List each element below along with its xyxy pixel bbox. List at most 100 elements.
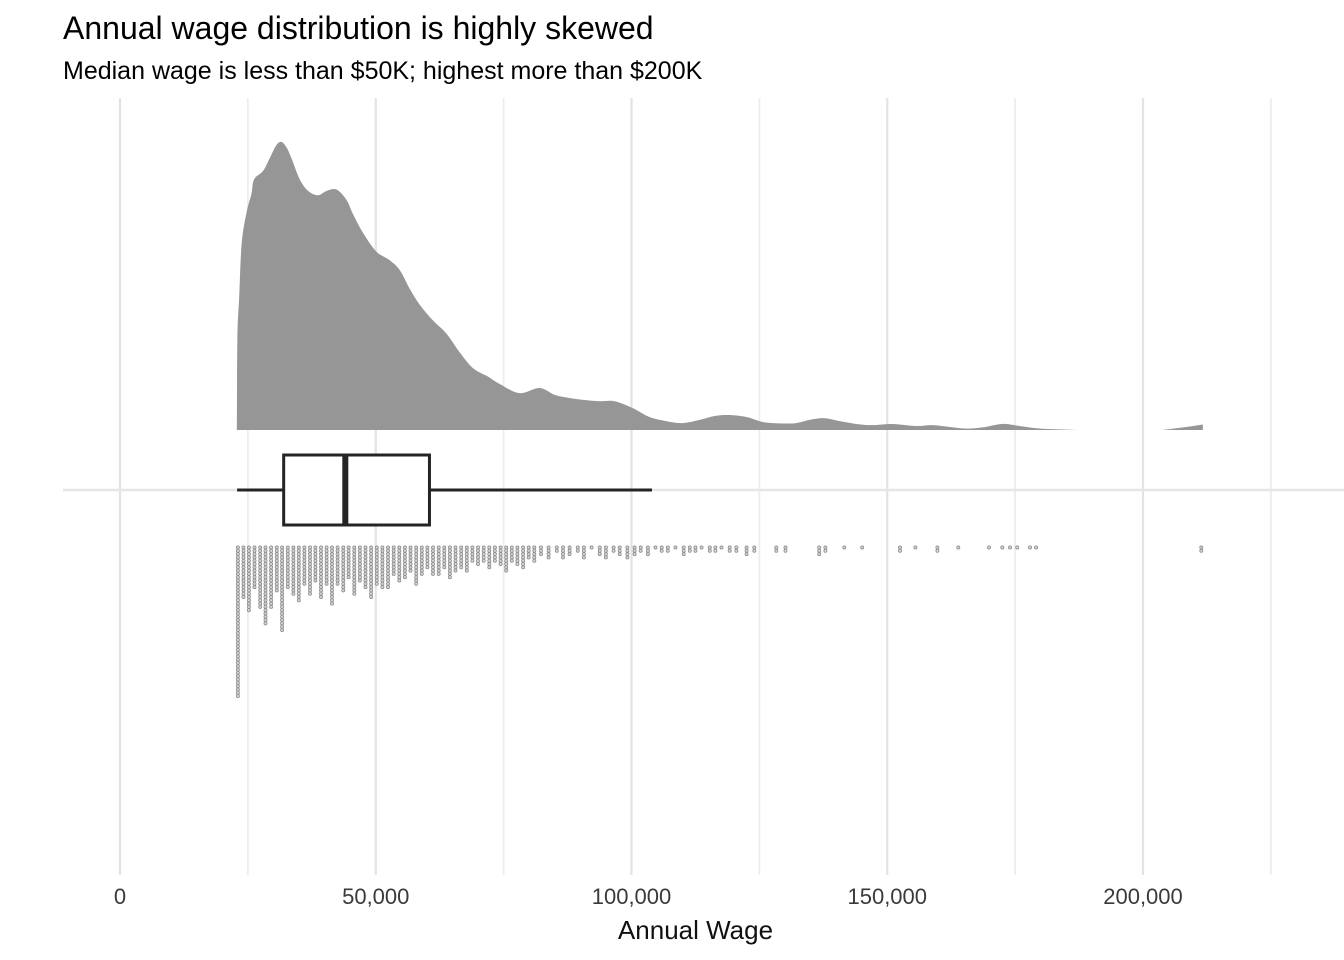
wage-dot: [341, 568, 346, 573]
wage-dot: [532, 558, 537, 563]
wage-dot: [470, 545, 475, 550]
wage-dot: [374, 575, 379, 580]
wage-dot: [408, 548, 413, 553]
wage-dot: [296, 581, 301, 586]
wage-dot: [319, 562, 323, 566]
wage-dot: [280, 575, 285, 580]
wage-dot: [341, 565, 346, 570]
wage-dot: [380, 575, 385, 580]
wage-dot: [280, 571, 285, 576]
wage-dot: [380, 555, 385, 560]
wage-dot: [252, 558, 257, 563]
wage-dot: [291, 575, 296, 580]
wage-dot: [302, 562, 307, 566]
wage-dot: [823, 548, 828, 553]
wage-dot: [258, 562, 263, 566]
wage-dot: [603, 548, 608, 553]
wage-dot: [258, 588, 263, 593]
wage-dot: [291, 568, 296, 573]
wage-dot: [246, 568, 251, 573]
wage-dot: [235, 578, 240, 583]
wage-dot: [269, 598, 274, 603]
wage-dot: [291, 558, 296, 563]
wage-dot: [532, 545, 537, 550]
wage-dot: [352, 591, 357, 596]
wage-dot: [352, 581, 357, 586]
wage-dot: [280, 565, 285, 570]
wage-dot: [319, 568, 323, 573]
wage-dot: [263, 604, 268, 609]
wage-dot: [447, 555, 452, 560]
wage-dot: [296, 552, 301, 557]
wage-dot: [464, 558, 469, 563]
wage-dot: [352, 568, 357, 573]
wage-dot: [291, 562, 296, 566]
wage-dot: [235, 585, 240, 590]
wage-dot: [481, 552, 486, 557]
wage-dot: [319, 578, 323, 583]
wage-dot: [504, 548, 509, 553]
wage-dot: [397, 548, 402, 553]
wage-dot: [280, 591, 285, 596]
wage-dot: [935, 548, 940, 553]
x-tick-label-0: 0: [113, 884, 127, 909]
wage-dot: [727, 545, 732, 550]
wage-dot: [546, 552, 551, 557]
wage-dot: [319, 575, 323, 580]
wage-dot: [263, 614, 268, 619]
wage-dot: [752, 545, 757, 550]
wage-dot: [391, 555, 396, 560]
wage-dot: [391, 571, 396, 576]
wage-dot: [280, 552, 285, 557]
wage-dot: [246, 575, 251, 580]
wage-dot: [263, 608, 268, 613]
wage-dot: [526, 545, 531, 550]
wage-dot: [258, 598, 263, 603]
wage-dot: [241, 571, 246, 576]
wage-dot: [258, 568, 263, 573]
wage-dot: [539, 552, 543, 557]
x-tick-label-200000: 200,000: [1103, 884, 1183, 909]
wage-dot: [481, 555, 486, 560]
wage-dot: [330, 571, 334, 576]
wage-dot: [860, 545, 865, 550]
wage-dot: [515, 562, 520, 566]
wage-dot: [603, 555, 608, 560]
wage-dot: [386, 581, 390, 586]
wage-dot: [734, 548, 739, 553]
wage-dot: [617, 552, 622, 557]
wage-dot: [597, 552, 602, 557]
wage-dot: [352, 575, 357, 580]
wage-dot: [374, 548, 379, 553]
wage-dot: [408, 545, 413, 550]
wage-dot: [425, 545, 430, 550]
wage-dot: [447, 545, 452, 550]
wage-dot: [425, 555, 430, 560]
wage-dot: [330, 552, 334, 557]
wage-dot: [453, 565, 458, 570]
wage-dot: [335, 568, 340, 573]
wage-dot: [346, 552, 351, 557]
wage-dot: [280, 598, 285, 603]
wage-dot: [258, 571, 263, 576]
wage-dot: [554, 548, 559, 553]
wage-dot: [470, 552, 475, 557]
wage-dot: [369, 578, 374, 583]
wage-dot: [330, 562, 334, 566]
wage-dot: [419, 571, 424, 576]
wage-dot: [263, 591, 268, 596]
wage-dot: [515, 558, 520, 563]
wage-dot: [308, 571, 312, 576]
wage-dot: [308, 545, 312, 550]
wage-dot: [436, 545, 441, 550]
wage-dot: [402, 568, 407, 573]
wage-dot: [302, 568, 307, 573]
density-tail-blip: [1162, 424, 1203, 430]
wage-dot: [459, 558, 464, 563]
wage-dot: [252, 555, 257, 560]
wage-dot: [898, 545, 902, 550]
wage-dot: [408, 555, 413, 560]
wage-dot: [357, 558, 362, 563]
wage-dot: [546, 545, 551, 550]
wage-dot: [526, 548, 531, 553]
